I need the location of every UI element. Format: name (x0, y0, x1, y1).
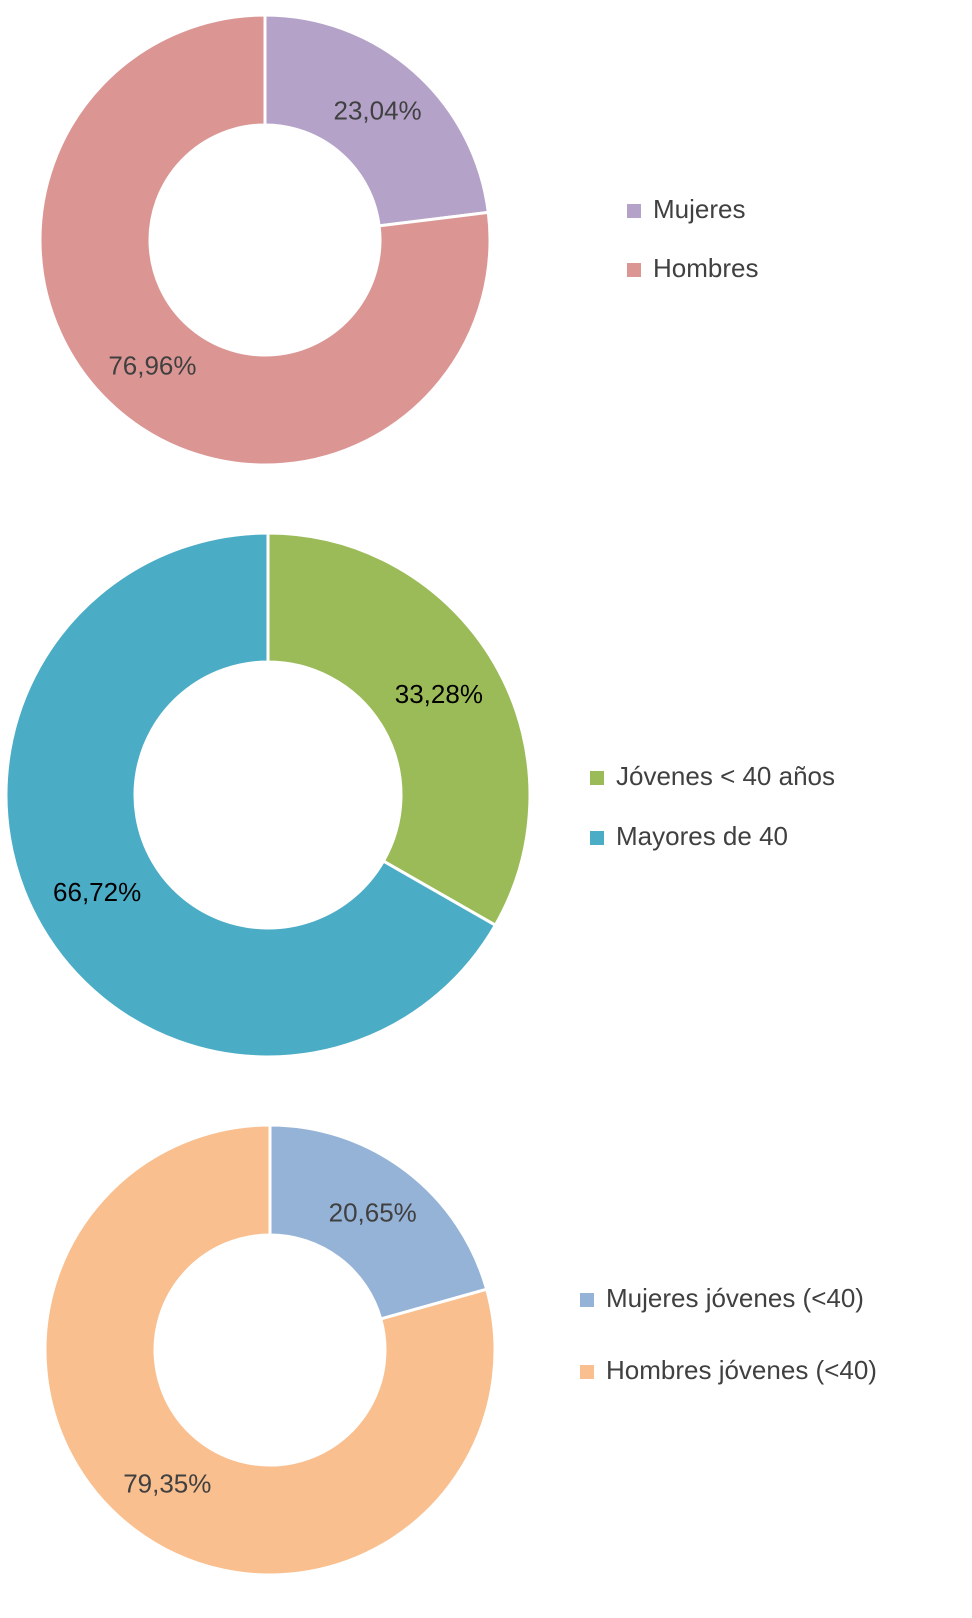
legend-swatch (590, 831, 604, 845)
legend-swatch (580, 1365, 594, 1379)
donut-segment (263, 13, 490, 228)
data-label: 76,96% (108, 350, 196, 380)
donut-segment (38, 13, 492, 467)
donut-segment (266, 531, 532, 928)
donut-segment (43, 1123, 497, 1577)
data-label: 23,04% (333, 95, 421, 125)
legend-label: Mujeres jóvenes (<40) (606, 1283, 864, 1313)
data-label: 66,72% (53, 877, 141, 907)
legend-label: Hombres (653, 253, 758, 283)
legend-label: Mujeres (653, 194, 745, 224)
data-label: 33,28% (395, 679, 483, 709)
legend-swatch (627, 263, 641, 277)
data-label: 79,35% (123, 1468, 211, 1498)
legend-label: Hombres jóvenes (<40) (606, 1355, 877, 1385)
donut-segment (4, 531, 498, 1059)
donut-segment (268, 1123, 489, 1321)
legend-label: Jóvenes < 40 años (616, 761, 835, 791)
data-label: 20,65% (329, 1197, 417, 1227)
legend-label: Mayores de 40 (616, 821, 788, 851)
legend-swatch (580, 1293, 594, 1307)
legend-swatch (590, 771, 604, 785)
legend-swatch (627, 204, 641, 218)
